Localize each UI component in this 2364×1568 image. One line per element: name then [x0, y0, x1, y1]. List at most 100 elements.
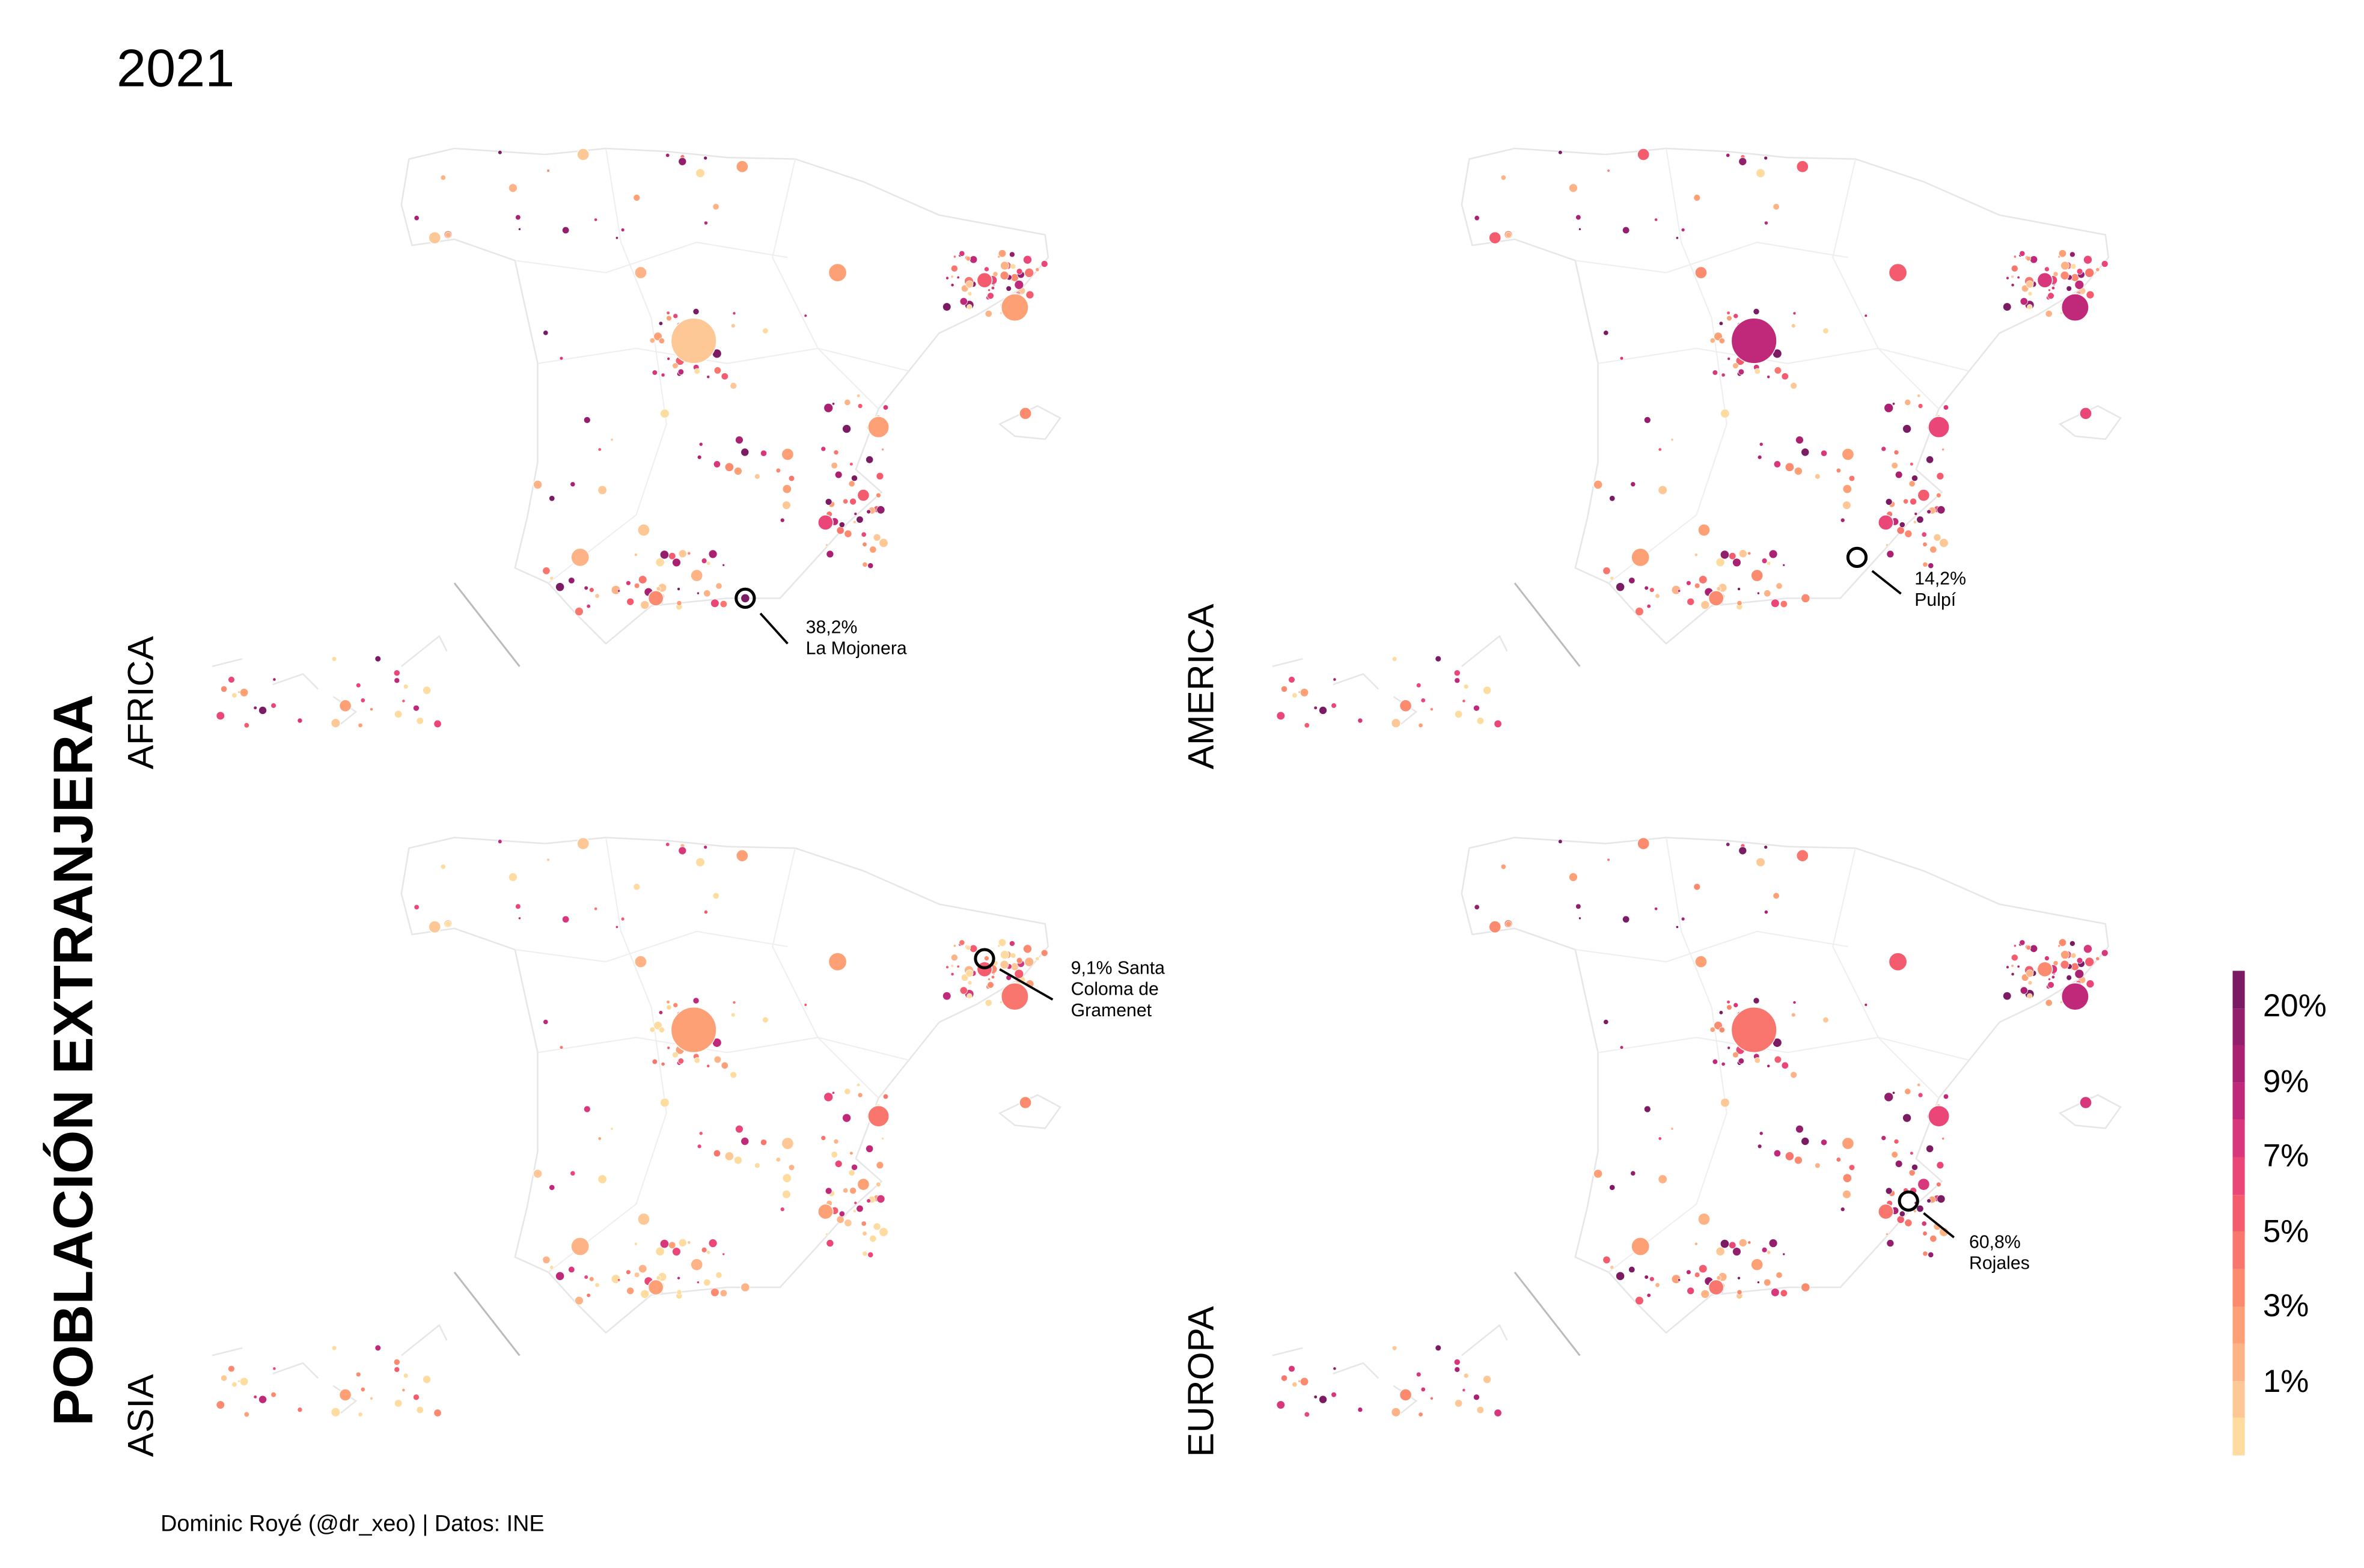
municipality-point	[672, 1247, 681, 1256]
municipality-point	[1785, 1152, 1794, 1161]
municipality-point	[2101, 949, 2109, 957]
municipality-point	[498, 150, 502, 155]
municipality-point	[844, 1088, 851, 1095]
municipality-point	[942, 991, 951, 1001]
municipality-point	[2027, 980, 2033, 986]
municipality-point	[1575, 903, 1581, 909]
municipality-point	[965, 255, 971, 261]
municipality-point	[1767, 561, 1771, 566]
municipality-point	[1019, 1096, 1032, 1109]
municipality-point	[998, 249, 1007, 258]
municipality-point	[549, 495, 555, 502]
municipality-point	[652, 1058, 658, 1065]
municipality-point	[1699, 575, 1708, 584]
municipality-point	[1610, 1265, 1614, 1270]
municipality-point	[1941, 1136, 1945, 1141]
municipality-point	[1009, 941, 1015, 947]
municipality-point	[237, 1379, 240, 1383]
annotation-leader	[1871, 570, 1902, 595]
municipality-point	[216, 711, 225, 721]
municipality-point	[844, 398, 851, 406]
municipality-point	[543, 1019, 549, 1025]
municipality-point	[1575, 214, 1581, 221]
municipality-point	[873, 533, 881, 541]
municipality-point	[969, 255, 978, 264]
municipality-point	[1288, 676, 1295, 683]
municipality-point	[1686, 1269, 1691, 1275]
municipality-point	[331, 1407, 341, 1417]
municipality-point	[1025, 290, 1034, 299]
municipality-point	[1754, 1057, 1761, 1064]
municipality-point	[817, 514, 834, 531]
municipality-point	[549, 1184, 555, 1191]
region-border	[1608, 148, 1727, 584]
municipality-point	[555, 1271, 565, 1281]
municipality-point	[854, 512, 858, 516]
municipality-point	[788, 475, 795, 482]
municipality-point	[1885, 1187, 1893, 1195]
municipality-point	[1790, 382, 1798, 389]
region-border	[548, 148, 667, 584]
municipality-point	[1494, 1409, 1502, 1417]
municipality-point	[1609, 495, 1616, 502]
municipality-point	[1280, 1374, 1288, 1382]
municipality-point	[781, 1136, 795, 1150]
municipality-point	[950, 964, 954, 968]
municipality-point	[561, 915, 570, 923]
municipality-point	[2011, 275, 2014, 279]
municipality-point	[1483, 686, 1492, 695]
municipality-point	[760, 1139, 768, 1146]
municipality-point	[1893, 450, 1899, 456]
municipality-point	[1040, 260, 1048, 268]
municipality-point	[967, 291, 973, 296]
municipality-point	[831, 402, 835, 406]
municipality-point	[1558, 839, 1563, 844]
municipality-point	[1899, 521, 1905, 528]
municipality-point	[1756, 168, 1765, 178]
municipality-point	[2058, 249, 2067, 258]
map-svg: 38,2%La Mojonera	[212, 147, 1061, 728]
municipality-point	[1885, 498, 1893, 505]
municipality-point	[1756, 591, 1760, 595]
municipality-point	[1795, 1124, 1804, 1133]
municipality-point	[297, 1407, 303, 1413]
municipality-point	[1658, 447, 1662, 452]
municipality-point	[498, 839, 502, 844]
municipality-point	[1644, 1275, 1649, 1280]
municipality-point	[610, 1127, 614, 1130]
municipality-point	[1319, 706, 1327, 715]
municipality-point	[849, 1151, 854, 1156]
municipality-point	[1768, 549, 1778, 559]
municipality-point	[959, 297, 968, 306]
municipality-point	[1675, 925, 1679, 929]
baleares-outline	[2058, 1094, 2122, 1129]
municipality-point	[338, 699, 352, 713]
municipality-point	[1888, 952, 1908, 972]
municipality-point	[1023, 944, 1032, 954]
municipality-point	[706, 375, 710, 379]
municipality-point	[575, 607, 584, 616]
municipality-point	[358, 722, 363, 728]
legend-label: 7%	[2262, 1139, 2309, 1174]
municipality-point	[1841, 1136, 1855, 1150]
municipality-point	[620, 228, 625, 232]
municipality-point	[1864, 314, 1868, 318]
municipality-point	[762, 328, 769, 334]
municipality-point	[1462, 699, 1466, 703]
municipality-point	[1699, 1264, 1708, 1274]
municipality-point	[1399, 699, 1413, 713]
municipality-point	[440, 864, 446, 870]
municipality-point	[640, 1289, 650, 1299]
municipality-point	[597, 485, 607, 495]
municipality-point	[857, 394, 861, 398]
municipality-point	[1781, 373, 1789, 380]
municipality-point	[1738, 1058, 1745, 1064]
municipality-point	[820, 1135, 826, 1141]
municipality-point	[732, 1000, 736, 1004]
municipality-point	[1694, 266, 1708, 279]
municipality-point	[416, 717, 424, 725]
municipality-point	[2027, 993, 2033, 999]
municipality-point	[423, 686, 432, 695]
municipality-point	[1767, 1250, 1771, 1255]
municipality-point	[1914, 512, 1918, 516]
